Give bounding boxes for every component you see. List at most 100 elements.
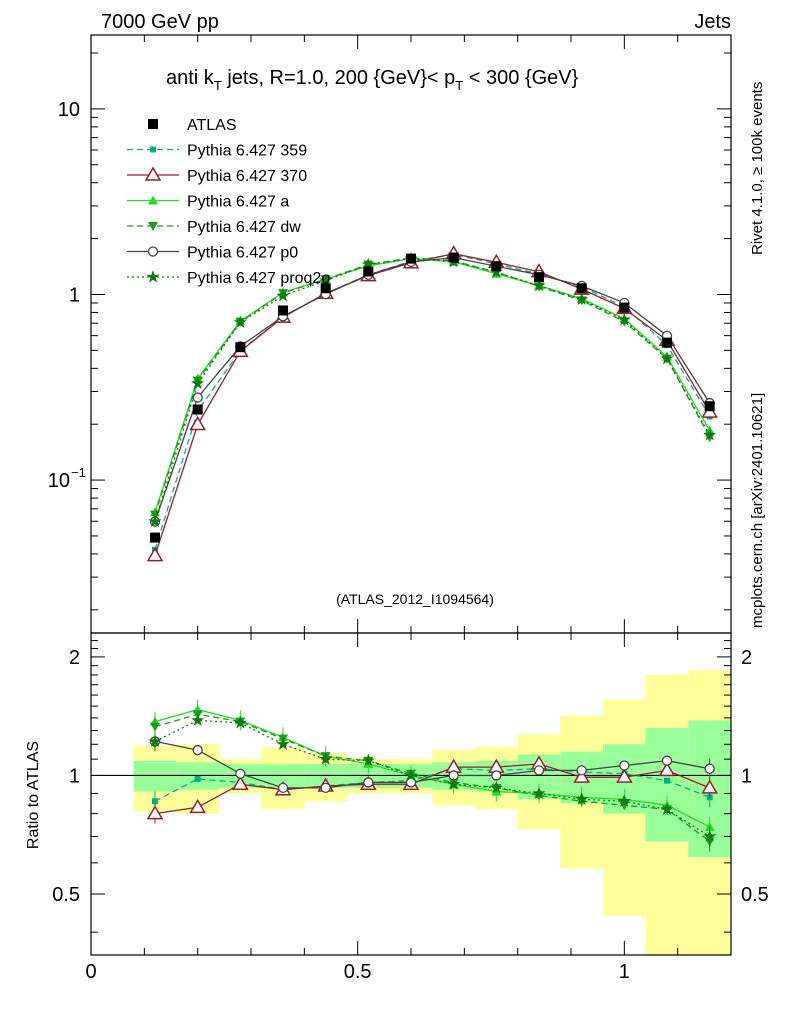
ratio-point-3 <box>150 722 160 732</box>
ratio-point-4 <box>363 777 374 788</box>
series-line-1 <box>154 253 711 556</box>
ratio-point-4 <box>533 765 545 776</box>
ratio-point-5 <box>191 713 205 726</box>
data-point <box>235 342 246 353</box>
ratio-y-tick-label-left: 1 <box>69 765 80 787</box>
ratio-point-5 <box>447 777 461 790</box>
data-point <box>491 261 502 272</box>
ratio-point-5 <box>404 768 418 782</box>
legend-label-3: Pythia 6.427 dw <box>187 219 301 236</box>
ratio-point-0 <box>152 798 158 805</box>
series-point-5 <box>191 376 205 390</box>
series-point-1 <box>146 547 164 562</box>
data-point <box>278 305 288 316</box>
series-line-2 <box>154 257 711 513</box>
ratio-point-4 <box>619 760 630 771</box>
y-tick-label: 10 <box>48 470 70 492</box>
analysis-label: (ATLAS_2012_I1094564) <box>336 591 494 607</box>
ratio-point-5 <box>276 737 290 750</box>
chart-title: anti kT jets, R=1.0, 200 {GeV}< pT < 300… <box>166 67 579 93</box>
ratio-point-5 <box>703 829 717 843</box>
series-point-5 <box>148 514 162 528</box>
band-green <box>133 760 177 792</box>
ratio-line-3 <box>154 713 711 842</box>
header-left: 7000 GeV pp <box>101 11 219 33</box>
data-point <box>576 283 587 294</box>
legend-label-1: Pythia 6.427 370 <box>187 168 307 185</box>
data-point <box>619 302 630 313</box>
y-tick-label: 1 <box>69 284 80 306</box>
data-point <box>662 337 672 348</box>
ratio-ylabel: Ratio to ATLAS <box>25 741 42 849</box>
data-point <box>192 404 203 415</box>
series-point-5 <box>575 292 589 306</box>
ratio-point-4 <box>235 768 246 779</box>
data-point <box>534 272 544 283</box>
ratio-point-5 <box>660 802 674 815</box>
rivet-label: Rivet 4.1.0, ≥ 100k events <box>749 82 766 255</box>
legend-marker-5 <box>146 270 160 283</box>
data-point <box>406 253 416 264</box>
ratio-point-5 <box>361 753 375 767</box>
data-point <box>150 532 160 543</box>
legend-marker-2 <box>148 195 158 205</box>
ratio-point-4 <box>661 755 673 766</box>
x-tick-label: 0.5 <box>344 961 372 983</box>
ratio-point-0 <box>664 777 670 784</box>
ratio-point-1 <box>701 779 718 794</box>
legend-marker-1 <box>144 166 162 181</box>
ratio-y-tick-label-right: 1 <box>741 765 752 787</box>
series-line-3 <box>154 257 711 515</box>
x-tick-label: 1 <box>619 961 630 983</box>
ratio-point-1 <box>573 768 590 783</box>
ratio-point-5 <box>575 792 589 805</box>
legend-marker-0 <box>150 146 156 153</box>
legend-label-0: Pythia 6.427 359 <box>187 143 307 160</box>
title-part-a: anti k <box>166 67 215 89</box>
ratio-point-4 <box>277 782 289 794</box>
ratio-point-5 <box>319 752 333 765</box>
legend-marker-4 <box>147 246 159 257</box>
ratio-point-4 <box>320 782 331 794</box>
ratio-y-tick-label-right: 0.5 <box>741 884 769 906</box>
header-right: Jets <box>694 11 731 33</box>
series-point-5 <box>532 278 546 292</box>
title-sub-b: T <box>455 78 463 93</box>
ratio-point-0 <box>194 775 201 782</box>
legend-marker-data <box>148 119 158 129</box>
ratio-line-0 <box>154 768 710 802</box>
y-tick-label-exp: −1 <box>71 465 86 480</box>
title-part-b: jets, R=1.0, 200 {GeV}< p <box>222 67 456 89</box>
series-line-4 <box>154 256 711 522</box>
title-sub-a: T <box>214 78 222 93</box>
ratio-line-2 <box>154 708 710 828</box>
ratio-point-5 <box>233 715 247 729</box>
legend-label-2: Pythia 6.427 a <box>187 194 289 211</box>
data-point <box>448 252 459 263</box>
ratio-plot-frame <box>90 632 732 956</box>
ratio-line-4 <box>154 740 710 789</box>
legend-label-5: Pythia 6.427 proq2o <box>187 270 330 287</box>
legend-label-data: ATLAS <box>187 117 237 134</box>
band-green <box>645 727 689 842</box>
ratio-point-5 <box>532 786 546 800</box>
series-point-5 <box>233 315 247 328</box>
ratio-y-tick-label-right: 2 <box>741 647 752 669</box>
series-point-1 <box>189 416 206 431</box>
ratio-point-1 <box>616 768 633 783</box>
ratio-point-4 <box>576 765 587 776</box>
ratio-point-1 <box>189 798 206 814</box>
series-point-5 <box>276 288 290 302</box>
x-tick-label: 0 <box>85 961 96 983</box>
data-point <box>363 266 374 277</box>
legend-label-4: Pythia 6.427 p0 <box>187 245 298 262</box>
ratio-point-1 <box>232 775 249 790</box>
ratio-point-5 <box>148 734 162 748</box>
title-part-c: < 300 {GeV} <box>463 67 578 89</box>
series-point-5 <box>319 273 333 287</box>
ratio-point-4 <box>704 763 715 774</box>
series-point-5 <box>617 312 631 326</box>
ratio-line-1 <box>154 763 710 815</box>
series-line-5 <box>154 257 711 522</box>
